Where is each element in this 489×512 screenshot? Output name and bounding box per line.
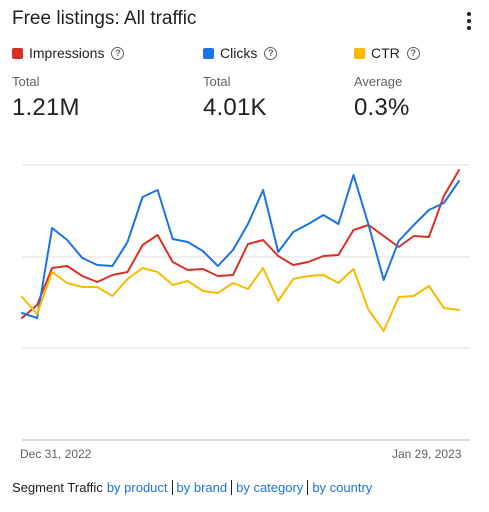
metric-label: CTR xyxy=(371,45,400,61)
segment-traffic-bar: Segment Traffic by product by brand by c… xyxy=(12,480,372,495)
metric-impressions[interactable]: Impressions ? Total 1.21M xyxy=(12,44,125,122)
metric-label: Impressions xyxy=(29,45,105,61)
divider xyxy=(231,480,233,495)
metric-clicks[interactable]: Clicks ? Total 4.01K xyxy=(203,44,278,122)
line-chart[interactable] xyxy=(0,150,489,450)
impressions-series-line[interactable] xyxy=(21,169,460,319)
metric-value: 1.21M xyxy=(12,94,80,121)
help-circle-icon[interactable]: ? xyxy=(264,46,278,60)
x-axis-start-label: Dec 31, 2022 xyxy=(20,447,92,461)
help-circle-icon[interactable]: ? xyxy=(406,46,420,60)
segment-by-brand-link[interactable]: by brand xyxy=(176,480,228,495)
segment-by-category-link[interactable]: by category xyxy=(236,480,304,495)
ctr-swatch[interactable] xyxy=(354,47,365,59)
metric-value: 0.3% xyxy=(354,94,410,121)
x-axis-end-label: Jan 29, 2023 xyxy=(392,447,462,461)
ctr-series-line[interactable] xyxy=(21,267,460,332)
clicks-series-line[interactable] xyxy=(21,174,460,319)
metric-sub-label: Average xyxy=(354,74,403,89)
divider xyxy=(171,480,173,495)
metric-value: 4.01K xyxy=(203,94,267,121)
page-title: Free listings: All traffic xyxy=(12,8,197,29)
segment-by-product-link[interactable]: by product xyxy=(106,480,168,495)
divider xyxy=(307,480,309,495)
segment-traffic-label: Segment Traffic xyxy=(12,480,103,495)
impressions-swatch[interactable] xyxy=(12,47,23,59)
metric-label: Clicks xyxy=(220,45,258,61)
metric-ctr[interactable]: CTR ? Average 0.3% xyxy=(354,44,420,122)
segment-by-country-link[interactable]: by country xyxy=(312,480,373,495)
help-circle-icon[interactable]: ? xyxy=(111,46,125,60)
clicks-swatch[interactable] xyxy=(203,47,214,59)
more-vert-icon[interactable] xyxy=(462,10,476,32)
metric-sub-label: Total xyxy=(203,74,231,89)
metric-sub-label: Total xyxy=(12,74,40,89)
